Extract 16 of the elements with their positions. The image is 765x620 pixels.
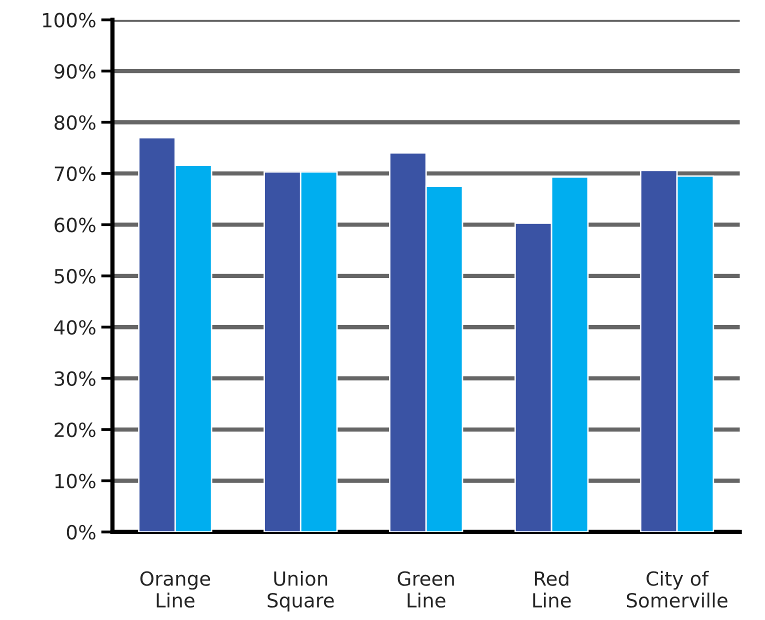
y-tick-label: 90%: [54, 64, 96, 79]
x-tick-label: City of Somerville: [626, 570, 728, 608]
y-tick-label: 40%: [54, 320, 96, 335]
y-tick-label: 80%: [54, 115, 96, 130]
y-tick-label: 10%: [55, 474, 96, 488]
x-tick-label: Union Square: [268, 570, 334, 612]
y-tick-label: 50%: [54, 268, 96, 284]
y-tick-label: 60%: [54, 218, 96, 232]
y-tick-label: 30%: [54, 371, 96, 386]
x-tick-label: Orange Line: [140, 571, 210, 608]
y-tick-label: 20%: [54, 422, 96, 438]
x-tick-label: Red Line: [533, 570, 571, 608]
y-tick-label: 0%: [66, 524, 96, 540]
y-tick-label: 100%: [43, 12, 96, 28]
y-tick-label: 70%: [54, 166, 96, 182]
x-tick-label: Green Line: [398, 571, 454, 608]
